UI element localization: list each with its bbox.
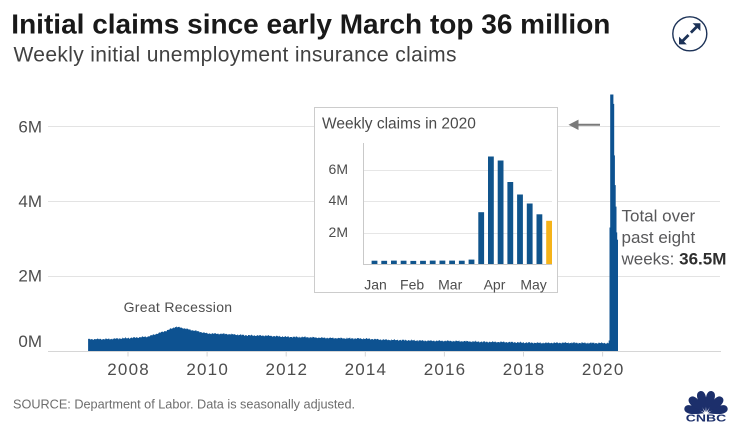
svg-text:CNBC: CNBC xyxy=(686,414,727,425)
svg-text:6M: 6M xyxy=(329,161,348,177)
svg-text:4M: 4M xyxy=(18,192,42,211)
svg-text:4M: 4M xyxy=(329,192,348,208)
svg-text:2010: 2010 xyxy=(186,360,229,379)
svg-text:2012: 2012 xyxy=(265,360,308,379)
svg-text:Initial claims since early Mar: Initial claims since early March top 36 … xyxy=(11,9,610,40)
svg-text:2M: 2M xyxy=(329,224,348,240)
svg-text:2014: 2014 xyxy=(345,360,388,379)
svg-text:Mar: Mar xyxy=(438,277,462,293)
svg-text:2016: 2016 xyxy=(424,360,467,379)
svg-text:May: May xyxy=(520,277,546,293)
svg-text:Great Recession: Great Recession xyxy=(124,299,233,315)
svg-text:weeks: 36.5M: weeks: 36.5M xyxy=(621,250,727,269)
svg-text:Weekly initial unemployment in: Weekly initial unemployment insurance cl… xyxy=(14,44,457,67)
svg-text:Weekly claims in 2020: Weekly claims in 2020 xyxy=(322,116,476,133)
svg-text:2020: 2020 xyxy=(582,360,625,379)
svg-text:6M: 6M xyxy=(18,118,42,137)
svg-text:past eight: past eight xyxy=(622,228,696,247)
svg-text:Total over: Total over xyxy=(622,207,696,226)
svg-text:2018: 2018 xyxy=(503,360,546,379)
svg-text:Apr: Apr xyxy=(484,277,506,293)
svg-text:2M: 2M xyxy=(18,267,42,286)
svg-text:0M: 0M xyxy=(18,332,42,351)
svg-text:SOURCE: Department of Labor. D: SOURCE: Department of Labor. Data is sea… xyxy=(13,398,355,412)
svg-text:Jan: Jan xyxy=(364,277,387,293)
svg-text:Feb: Feb xyxy=(400,277,424,293)
svg-text:2008: 2008 xyxy=(107,360,150,379)
